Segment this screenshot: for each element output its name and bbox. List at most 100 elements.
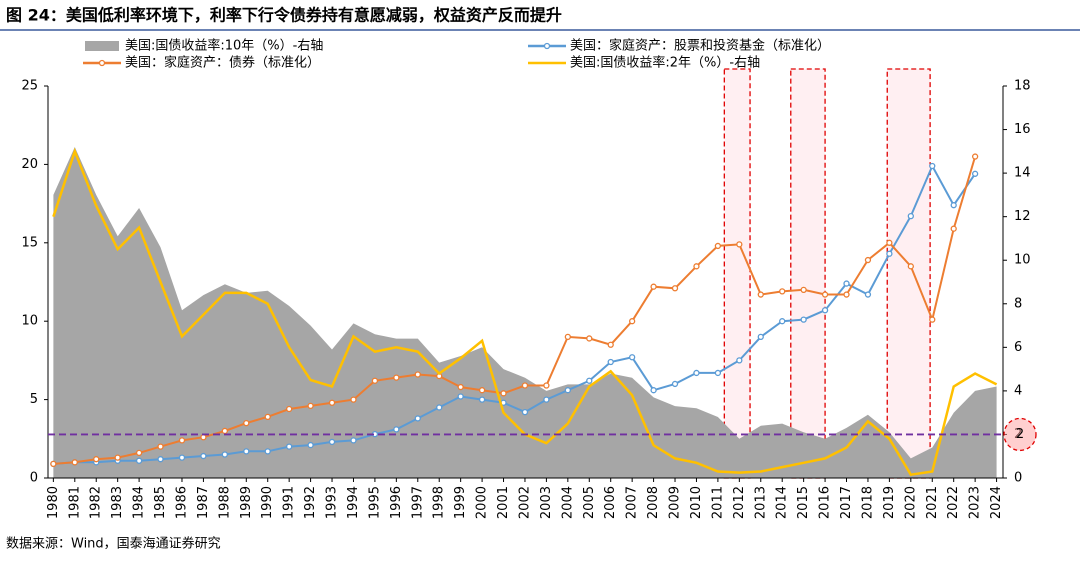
x-tick-label: 2000 <box>475 486 490 519</box>
marker <box>178 437 186 444</box>
x-tick-label: 2012 <box>732 486 747 519</box>
marker <box>650 387 657 394</box>
source: 数据来源：Wind，国泰海通证券研究 <box>6 536 221 552</box>
shaded-period <box>723 68 751 479</box>
marker <box>243 448 250 455</box>
marker <box>821 307 829 314</box>
marker <box>971 170 979 177</box>
marker <box>414 371 421 378</box>
marker <box>243 419 250 427</box>
marker <box>671 380 679 388</box>
y2-tick-label: 18 <box>1014 79 1031 94</box>
marker <box>264 413 271 420</box>
chart-title: 图 24：美国低利率环境下，利率下行令债券持有意愿减弱，权益资产反而提升 <box>6 6 562 25</box>
marker <box>907 263 914 270</box>
marker <box>221 451 229 458</box>
y-tick-label: 10 <box>21 314 38 329</box>
x-tick-label: 2021 <box>925 486 940 519</box>
marker <box>929 162 936 170</box>
marker <box>307 402 314 410</box>
reference-label: 2 <box>1016 427 1024 442</box>
legend-marker <box>98 59 106 67</box>
x-tick-label: 2006 <box>603 486 618 519</box>
marker <box>307 441 314 449</box>
y-tick-label: 5 <box>30 392 38 407</box>
x-tick-label: 2011 <box>710 486 725 519</box>
x-tick-label: 2016 <box>818 486 833 519</box>
shaded-period <box>886 68 931 479</box>
marker <box>200 452 207 460</box>
x-tick-label: 1985 <box>153 486 168 519</box>
marker <box>500 390 507 397</box>
x-tick-label: 1986 <box>174 486 189 519</box>
marker <box>736 241 743 248</box>
x-tick-label: 1999 <box>453 486 468 519</box>
marker <box>264 448 271 455</box>
marker <box>864 256 872 264</box>
marker <box>564 333 571 341</box>
marker <box>907 212 914 220</box>
marker <box>286 405 293 413</box>
x-tick-label: 1987 <box>196 486 211 519</box>
x-tick-label: 1997 <box>410 486 425 519</box>
marker <box>457 383 464 391</box>
marker <box>564 387 571 394</box>
x-tick-label: 1980 <box>46 486 61 519</box>
marker <box>71 459 78 466</box>
legend-marker <box>543 42 551 50</box>
x-tick-label: 2007 <box>625 486 640 519</box>
marker <box>457 393 464 400</box>
x-tick-label: 2017 <box>839 486 854 519</box>
x-tick-label: 2018 <box>860 486 875 519</box>
x-tick-label: 1995 <box>367 486 382 519</box>
marker <box>628 354 636 361</box>
marker <box>286 443 293 450</box>
y2-tick-label: 10 <box>1014 253 1031 268</box>
marker <box>950 202 957 209</box>
x-tick-label: 1990 <box>260 486 275 519</box>
marker <box>200 434 207 441</box>
y2-tick-label: 6 <box>1014 340 1022 355</box>
marker <box>950 225 957 232</box>
y-tick-label: 0 <box>30 471 38 486</box>
x-tick-label: 2008 <box>646 486 661 519</box>
reference-circle <box>1003 417 1037 452</box>
marker <box>371 377 379 384</box>
marker <box>521 382 529 389</box>
x-tick-label: 2022 <box>946 486 961 519</box>
y2-tick-label: 12 <box>1014 209 1031 224</box>
marker <box>864 291 872 298</box>
marker <box>971 153 979 160</box>
marker <box>393 426 400 433</box>
y2-tick-label: 8 <box>1014 296 1022 311</box>
marker <box>800 286 807 293</box>
marker <box>521 408 529 416</box>
marker <box>779 318 786 325</box>
marker <box>50 460 57 468</box>
x-tick-label: 1984 <box>132 486 147 519</box>
x-tick-label: 1983 <box>110 486 125 519</box>
marker <box>93 456 100 463</box>
marker <box>628 318 636 325</box>
marker <box>843 280 850 287</box>
x-tick-label: 1993 <box>325 486 340 519</box>
marker <box>607 341 614 348</box>
marker <box>543 396 550 403</box>
x-tick-label: 2005 <box>582 486 597 519</box>
x-tick-label: 2024 <box>989 486 1004 519</box>
legend-label: 美国:国债收益率:10年（%）-右轴 <box>125 38 323 54</box>
x-tick-label: 2001 <box>496 486 511 519</box>
x-tick-label: 1994 <box>346 486 361 519</box>
marker <box>929 316 936 323</box>
marker <box>350 396 357 403</box>
marker <box>779 288 786 295</box>
marker <box>693 263 700 270</box>
marker <box>114 454 121 461</box>
marker <box>586 335 593 342</box>
y-tick-label: 25 <box>21 79 38 94</box>
legend-label: 美国：家庭资产：股票和投资基金（标准化） <box>570 38 830 54</box>
marker <box>586 377 593 384</box>
x-tick-label: 2003 <box>539 486 554 519</box>
shaded-period <box>790 68 826 479</box>
